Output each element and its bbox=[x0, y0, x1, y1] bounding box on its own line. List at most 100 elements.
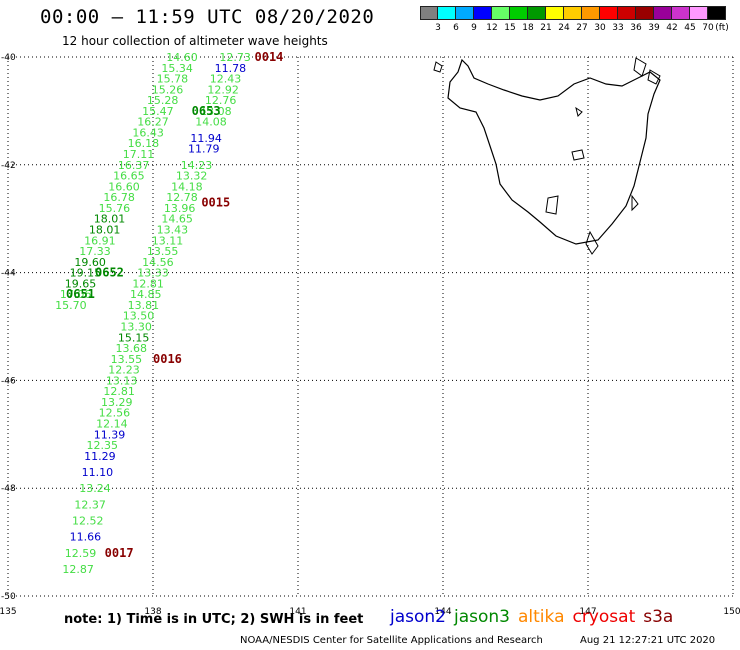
color-scale-label: 39 bbox=[648, 23, 660, 33]
longitude-tick-label: 144 bbox=[434, 607, 451, 617]
wave-height-value: 13.11 bbox=[152, 234, 184, 247]
color-swatch bbox=[618, 6, 636, 20]
satellite-legend: jason2 jason3 altika cryosat s3a bbox=[390, 607, 681, 627]
wave-height-value: 12.73 bbox=[219, 51, 251, 64]
lake-2 bbox=[545, 195, 559, 215]
color-scale-label: 70 bbox=[702, 23, 714, 33]
map-axis-labels: 135 138 141 144 147 150 -40 -42 -44 -46 -48 -50 bbox=[0, 53, 740, 617]
wave-height-value: 13.30 bbox=[120, 321, 152, 334]
longitude-tick-label: 135 bbox=[0, 607, 17, 617]
wave-height-value: 16.78 bbox=[103, 191, 135, 204]
pass-time-label: 0652 bbox=[95, 266, 124, 280]
wave-height-value: 12.87 bbox=[62, 563, 94, 576]
wave-height-value: 17.33 bbox=[79, 245, 111, 258]
wave-height-value: 17.11 bbox=[123, 148, 155, 161]
generated-timestamp: Aug 21 12:27:21 UTC 2020 bbox=[580, 635, 716, 646]
wave-height-value: 16.65 bbox=[113, 170, 145, 183]
wave-height-value: 19.60 bbox=[74, 256, 106, 269]
wave-height-value: 16.60 bbox=[108, 180, 140, 193]
wave-height-value: 19.65 bbox=[65, 277, 97, 290]
wave-height-value: 14.65 bbox=[161, 213, 193, 226]
latitude-tick-label: -44 bbox=[1, 269, 16, 279]
wave-height-value: 13.32 bbox=[176, 170, 208, 183]
longitude-tick-label: 138 bbox=[144, 607, 161, 617]
wave-height-value: 13.33 bbox=[137, 267, 169, 280]
wave-height-value: 13.81 bbox=[128, 299, 160, 312]
color-swatch bbox=[510, 6, 528, 20]
legend-entry-cryosat: cryosat bbox=[572, 607, 636, 627]
wave-height-value: 15.15 bbox=[118, 331, 150, 344]
wave-height-value: 13.29 bbox=[101, 396, 133, 409]
wave-height-value: 16.18 bbox=[128, 137, 160, 150]
latitude-tick-label: -46 bbox=[1, 376, 16, 386]
color-swatch bbox=[420, 6, 438, 20]
wave-height-value: 14.18 bbox=[171, 180, 203, 193]
wave-height-value: 11.29 bbox=[84, 450, 116, 463]
wave-height-value: 14.60 bbox=[166, 51, 198, 64]
longitude-tick-label: 141 bbox=[289, 607, 306, 617]
color-scale-label: 36 bbox=[630, 23, 642, 33]
color-swatch bbox=[492, 6, 510, 20]
color-swatch bbox=[456, 6, 474, 20]
pass-time-label: 0653 bbox=[192, 104, 221, 118]
tasmania-outline bbox=[447, 58, 661, 245]
color-swatch bbox=[546, 6, 564, 20]
wave-height-value: 14.56 bbox=[142, 256, 174, 269]
color-swatch bbox=[528, 6, 546, 20]
wave-height-value: 11.94 bbox=[190, 132, 222, 145]
color-scale-label: 18 bbox=[522, 23, 534, 33]
wave-height-value: 12.59 bbox=[65, 547, 97, 560]
wave-height-value: 12.23 bbox=[108, 364, 140, 377]
color-scale-label: 33 bbox=[612, 23, 624, 33]
color-swatch bbox=[690, 6, 708, 20]
color-scale-label: 6 bbox=[453, 23, 459, 33]
wave-height-value: 16.43 bbox=[132, 126, 164, 139]
color-swatch bbox=[636, 6, 654, 20]
latitude-tick-label: -40 bbox=[1, 53, 16, 63]
color-swatch bbox=[438, 6, 456, 20]
wave-height-value: 13.13 bbox=[106, 374, 138, 387]
bruny-island bbox=[585, 230, 599, 255]
color-swatch bbox=[654, 6, 672, 20]
color-swatch bbox=[708, 6, 726, 20]
pass-time-label: 0016 bbox=[153, 352, 182, 366]
wave-height-value: 17.06 bbox=[60, 288, 92, 301]
wave-height-value: 12.43 bbox=[210, 73, 242, 86]
color-scale-label: 12 bbox=[486, 23, 498, 33]
pass-time-label: 0651 bbox=[66, 287, 95, 301]
wave-height-value: 12.81 bbox=[103, 385, 135, 398]
wave-height-value: 18.01 bbox=[89, 223, 121, 236]
wave-height-value: 12.81 bbox=[132, 277, 164, 290]
legend-entry-altika: altika bbox=[518, 607, 565, 627]
wave-height-value: 12.52 bbox=[72, 515, 104, 528]
wave-height-value: 15.78 bbox=[157, 73, 189, 86]
wave-height-value: 11.10 bbox=[82, 466, 114, 479]
map-gridlines bbox=[7, 56, 734, 597]
wave-height-value: 14.85 bbox=[130, 288, 162, 301]
color-swatch bbox=[582, 6, 600, 20]
latitude-tick-label: -48 bbox=[1, 484, 16, 494]
color-scale-label: 3 bbox=[435, 23, 441, 33]
longitude-tick-label: 147 bbox=[579, 607, 596, 617]
tasmania-coastline bbox=[433, 57, 661, 255]
color-scale-label: 30 bbox=[594, 23, 606, 33]
color-scale-label: 42 bbox=[666, 23, 678, 33]
wave-height-value: 11.78 bbox=[215, 62, 247, 75]
wave-height-value: 13.96 bbox=[164, 202, 196, 215]
lake-1 bbox=[571, 149, 585, 161]
wave-height-value: 15.28 bbox=[147, 94, 179, 107]
wave-height-value: 15.34 bbox=[161, 62, 193, 75]
page-subtitle: 12 hour collection of altimeter wave hei… bbox=[62, 34, 328, 48]
wave-height-value: 12.78 bbox=[166, 191, 198, 204]
furneaux-islands bbox=[633, 57, 661, 85]
color-scale-label: 45 bbox=[684, 23, 696, 33]
color-swatch bbox=[564, 6, 582, 20]
wave-height-value: 13.08 bbox=[200, 105, 232, 118]
color-scale-label: 9 bbox=[471, 23, 477, 33]
wave-height-value: 12.92 bbox=[207, 83, 239, 96]
credit-line: NOAA/NESDIS Center for Satellite Applica… bbox=[240, 635, 543, 646]
footer-note: note: 1) Time is in UTC; 2) SWH is in fe… bbox=[64, 612, 364, 627]
pass-time-label: 0017 bbox=[105, 546, 134, 560]
